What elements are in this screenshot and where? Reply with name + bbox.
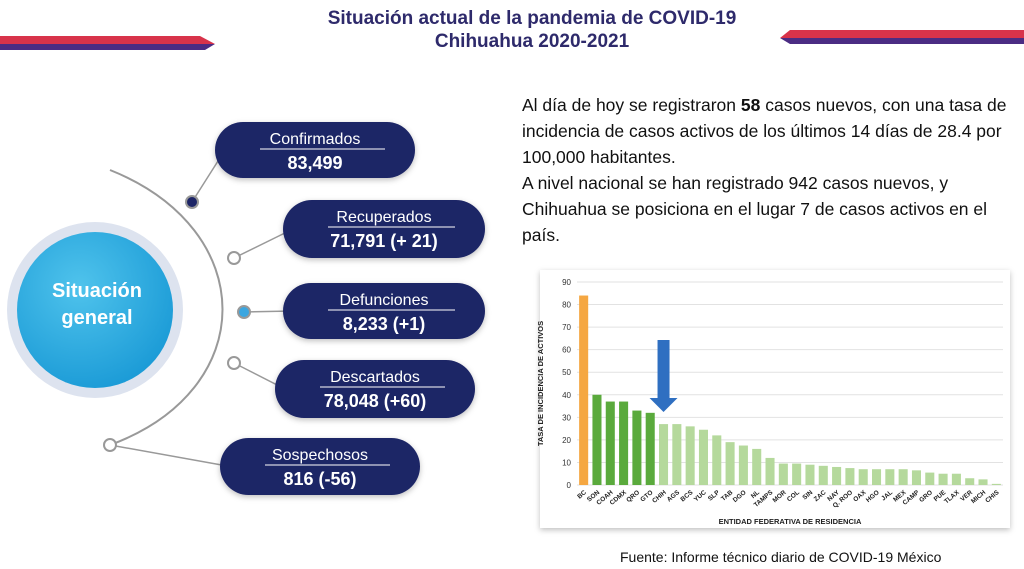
stat-label: Recuperados — [336, 209, 431, 226]
y-tick-label: 60 — [562, 346, 571, 355]
x-tick-label: NL — [750, 489, 761, 500]
bar — [712, 435, 722, 485]
bar — [778, 463, 788, 485]
highlight-arrow-head — [649, 398, 678, 412]
x-tick-label: BC — [576, 489, 588, 501]
stat-value: 78,048 (+60) — [324, 391, 427, 411]
title: Situación actual de la pandemia de COVID… — [328, 8, 737, 29]
bar — [818, 465, 828, 485]
bar — [752, 448, 762, 485]
bar — [978, 479, 988, 485]
node-dot — [237, 305, 251, 319]
y-tick-label: 20 — [562, 436, 571, 445]
decor-stripe — [0, 36, 215, 44]
bar — [898, 469, 908, 485]
center-label: general — [61, 307, 132, 329]
bar — [991, 483, 1001, 485]
y-tick-label: 50 — [562, 368, 571, 377]
connector — [109, 444, 231, 468]
bar — [792, 463, 802, 485]
stat-value: 816 (-56) — [283, 469, 356, 489]
bar — [925, 472, 935, 485]
stat-pill — [283, 283, 485, 339]
stat-pill — [220, 438, 420, 495]
bar — [659, 424, 669, 485]
text-run: casos nuevos, con una tasa de incidencia… — [522, 95, 1007, 167]
connector-arc — [109, 169, 224, 446]
y-tick-label: 70 — [562, 323, 571, 332]
bar — [619, 401, 629, 485]
bar — [698, 429, 708, 485]
bar — [885, 469, 895, 485]
stat-label: Descartados — [330, 369, 420, 386]
bar — [845, 468, 855, 485]
bar — [725, 442, 735, 485]
paragraph: Al día de hoy se registraron 58 casos nu… — [522, 92, 1020, 170]
stat-pill — [283, 200, 485, 258]
bar — [938, 473, 948, 485]
y-tick-label: 40 — [562, 391, 571, 400]
decor-stripe — [0, 44, 215, 50]
bar — [832, 466, 842, 485]
bar — [951, 473, 961, 485]
center-label: Situación — [52, 280, 142, 302]
center-circle — [17, 232, 173, 388]
stat-value: 8,233 (+1) — [343, 314, 426, 334]
subtitle: Chihuahua 2020-2021 — [435, 31, 630, 52]
bar — [738, 445, 748, 485]
y-tick-label: 0 — [567, 481, 572, 490]
y-tick-label: 90 — [562, 278, 571, 287]
stat-label: Defunciones — [340, 292, 429, 309]
bar — [765, 457, 775, 485]
bar — [805, 464, 815, 485]
node-dot — [185, 195, 199, 209]
text-run: Al día de hoy se registraron — [522, 95, 741, 115]
y-axis-label: TASA DE INCIDENCIA DE ACTIVOS — [536, 321, 545, 446]
node-dot — [227, 356, 241, 370]
bar — [672, 424, 682, 485]
stat-label: Confirmados — [270, 131, 361, 148]
bar — [872, 469, 882, 485]
paragraph: A nivel nacional se han registrado 942 c… — [522, 173, 988, 245]
bar — [685, 426, 695, 485]
bar — [632, 410, 642, 485]
bar — [858, 469, 868, 485]
connector — [233, 228, 294, 259]
bar — [592, 394, 602, 485]
x-axis-label: ENTIDAD FEDERATIVA DE RESIDENCIA — [719, 517, 862, 526]
bold-number: 58 — [740, 95, 761, 115]
y-tick-label: 30 — [562, 413, 571, 422]
y-tick-label: 10 — [562, 458, 571, 467]
highlight-arrow — [657, 340, 670, 398]
decor-stripe — [780, 30, 1024, 38]
stat-value: 83,499 — [287, 153, 342, 173]
decor-stripe — [780, 38, 1024, 44]
source: Fuente: Informe técnico diario de COVID-… — [620, 549, 942, 565]
stat-pill — [275, 360, 475, 418]
stat-value: 71,791 (+ 21) — [330, 231, 438, 251]
stat-label: Sospechosos — [272, 447, 368, 464]
bar — [965, 478, 975, 485]
bar — [911, 470, 921, 485]
stat-pill — [215, 122, 415, 178]
chart-panel — [540, 270, 1010, 528]
bar — [579, 295, 589, 485]
node-dot — [103, 438, 117, 452]
y-tick-label: 80 — [562, 301, 571, 310]
node-dot — [227, 251, 241, 265]
bar — [645, 412, 655, 485]
bar — [605, 401, 615, 485]
